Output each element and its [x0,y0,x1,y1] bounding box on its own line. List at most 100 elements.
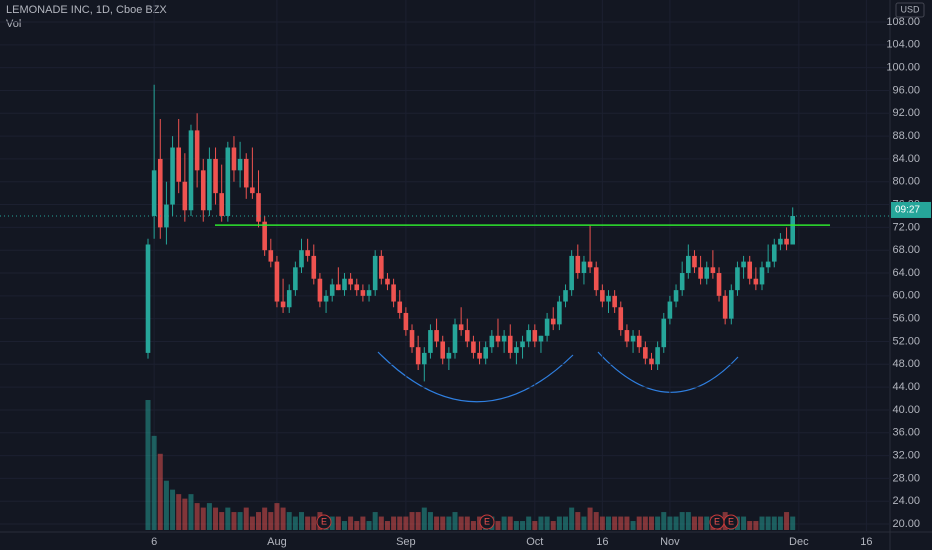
candle-body [385,278,390,285]
x-tick-label: Sep [396,536,416,548]
y-tick-label: 100.00 [886,62,920,74]
volume-bar [354,521,360,530]
volume-bar [556,516,562,530]
candle-body [587,261,593,268]
candle-body [655,347,660,365]
volume-bar [415,512,421,530]
candle-body [612,295,617,308]
candle-body [649,358,654,365]
price-tag [891,201,931,218]
volume-bar [691,516,697,530]
candle-body [532,330,538,342]
chart-title: LEMONADE INC, 1D, Cboe BZX [6,4,167,16]
candle-body [729,290,734,319]
volume-bar [188,494,194,530]
candle-body [753,278,759,285]
volume-bar [170,489,176,530]
candle-body [379,255,384,279]
candle-body [778,238,783,245]
volume-bar [378,516,384,530]
volume-bar [274,503,280,530]
volume-bar [225,507,231,530]
volume-bar [636,516,642,530]
earnings-label: E [728,516,734,526]
volume-bar [163,480,169,530]
candle-body [176,147,181,182]
candle-body [415,347,421,365]
pattern-arc [597,351,739,393]
volume-bar [262,507,268,530]
volume-bar [286,512,292,530]
candle-body [790,215,795,245]
volume-bar [520,521,526,530]
candle-body [593,267,599,291]
candle-body [391,284,396,302]
x-tick-label: Nov [660,536,680,548]
volume-bar [673,516,679,530]
candle-body [440,341,446,359]
candle-body [348,278,353,285]
candle-body [520,341,525,348]
volume-bar [698,516,704,530]
volume-bar [507,516,513,530]
y-tick-label: 80.00 [892,176,920,188]
candle-body [514,347,519,353]
candle-body [710,267,716,274]
x-tick-label: 16 [860,536,872,548]
candle-body [679,273,685,291]
volume-bar [231,512,237,530]
volume-bar [685,512,691,530]
candle-body [550,318,556,325]
volume-bar [581,516,587,530]
candle-body [428,330,433,353]
volume-bar [182,498,188,530]
volume-bar [341,521,347,530]
volume-bar [384,521,390,530]
candle-body [741,261,746,268]
candle-body [151,170,157,216]
candle-body [342,278,347,291]
y-tick-label: 44.00 [892,381,920,393]
candle-body [219,193,224,216]
volume-bar [434,516,440,530]
candle-body [299,250,304,268]
candle-body [262,221,267,251]
candle-body [323,295,329,302]
y-tick-label: 56.00 [892,313,920,325]
candle-body [771,244,777,262]
volume-bar [213,507,219,530]
candle-body [618,307,624,331]
volume-bar [268,512,274,530]
y-tick-label: 92.00 [892,107,920,119]
volume-bar [513,521,519,530]
candle-body [372,255,378,291]
candle-body [231,147,237,171]
volume-bar [655,516,661,530]
y-tick-label: 28.00 [892,472,920,484]
volume-bar [397,516,403,530]
volume-bar [599,516,605,530]
volume-bar [409,512,415,530]
volume-bar [470,521,476,530]
earnings-label: E [714,516,720,526]
candle-body [274,261,280,302]
y-tick-label: 52.00 [892,335,920,347]
candle-body [354,284,360,291]
candle-body [765,261,771,268]
candle-body [317,278,323,302]
volume-bar [243,507,249,530]
countdown: 09:27 [895,205,920,216]
earnings-label: E [484,516,490,526]
volume-bar [587,507,593,530]
volume-bar [593,512,599,530]
volume-bar [790,516,796,530]
volume-label: Vol [6,18,21,30]
x-tick-label: Oct [526,536,543,548]
volume-bar [256,512,262,530]
volume-bar [624,516,630,530]
y-tick-label: 48.00 [892,358,920,370]
candle-body [194,130,200,171]
volume-bar [348,516,354,530]
volume-bar [206,503,212,530]
